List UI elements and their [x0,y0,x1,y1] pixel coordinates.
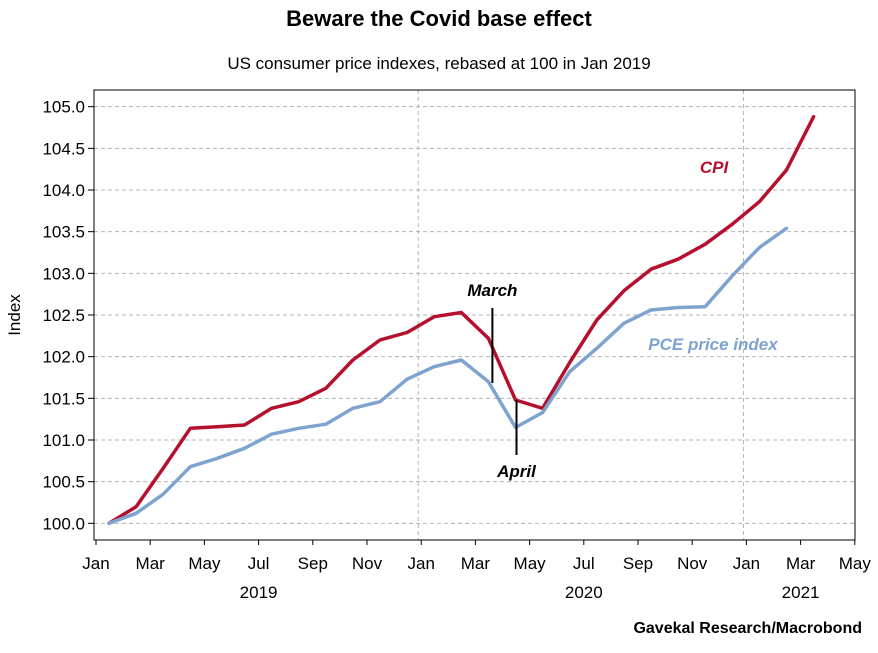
y-tick-label: 102.5 [42,306,85,325]
year-label: 2019 [240,583,278,602]
x-tick-label: Jan [407,554,434,573]
y-tick-label: 102.0 [42,348,85,367]
march-label: March [467,281,517,300]
source-credit: Gavekal Research/Macrobond [633,620,862,637]
y-tick-label: 103.0 [42,264,85,283]
x-tick-label: Mar [136,554,166,573]
x-tick-label: Sep [298,554,328,573]
x-tick-label: Jul [248,554,270,573]
y-axis: 100.0 100.5 101.0 101.5 102.0 102.5 103.0 103.5… [42,98,94,533]
series-line-1 [107,226,789,526]
y-tick-label: 105.0 [42,98,85,117]
y-tick-label: 103.5 [42,223,85,242]
x-tick-label: Mar [786,554,816,573]
year-label: 2021 [782,583,820,602]
x-tick-label: Nov [352,554,383,573]
chart-title: Beware the Covid base effect [286,6,592,31]
y-tick-label: 104.5 [42,139,85,158]
year-labels: 2019 2020 2021 [240,583,820,602]
y-tick-label: 101.5 [42,389,85,408]
x-tick-label: Jan [733,554,760,573]
series-label-cpi: CPI [700,158,730,177]
april-label: April [496,462,537,481]
x-tick-label: May [514,554,547,573]
annotations: March April [467,281,537,481]
y-tick-label: 104.0 [42,181,85,200]
year-label: 2020 [565,583,603,602]
y-tick-label: 101.0 [42,431,85,450]
x-tick-label: May [188,554,221,573]
x-tick-label: Jul [573,554,595,573]
series-line-0 [107,114,816,526]
y-tick-label: 100.0 [42,514,85,533]
series [107,114,816,526]
y-tick-label: 100.5 [42,473,85,492]
y-axis-title: Index [5,294,24,336]
x-tick-label: Jan [82,554,109,573]
x-tick-label: Mar [461,554,491,573]
x-tick-label: May [839,554,872,573]
grid [94,90,855,540]
x-tick-label: Nov [677,554,708,573]
series-label-pce: PCE price index [648,335,779,354]
x-tick-label: Sep [623,554,653,573]
chart-subtitle: US consumer price indexes, rebased at 10… [227,54,651,73]
x-axis: Jan Mar May Jul Sep Nov Jan Mar May Jul Sep Nov Jan M… [82,540,871,573]
